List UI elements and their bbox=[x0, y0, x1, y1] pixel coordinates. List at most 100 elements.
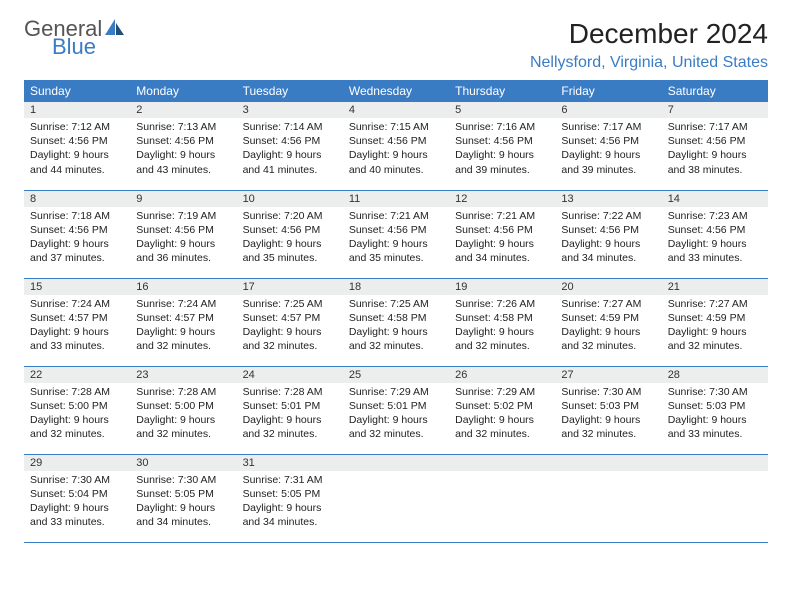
calendar-day-cell: 15 Sunrise: 7:24 AMSunset: 4:57 PMDayligh… bbox=[24, 278, 130, 366]
sunrise-text: Sunrise: 7:23 AM bbox=[668, 209, 762, 223]
sunrise-text: Sunrise: 7:30 AM bbox=[30, 473, 124, 487]
sunset-text: Sunset: 4:56 PM bbox=[668, 134, 762, 148]
sunrise-text: Sunrise: 7:13 AM bbox=[136, 120, 230, 134]
sunrise-text: Sunrise: 7:30 AM bbox=[561, 385, 655, 399]
day-number: 13 bbox=[555, 191, 661, 207]
sunrise-text: Sunrise: 7:16 AM bbox=[455, 120, 549, 134]
calendar-day-cell bbox=[555, 454, 661, 542]
day-body: Sunrise: 7:15 AMSunset: 4:56 PMDaylight:… bbox=[343, 118, 449, 181]
day-body: Sunrise: 7:28 AMSunset: 5:00 PMDaylight:… bbox=[24, 383, 130, 446]
day-body: Sunrise: 7:31 AMSunset: 5:05 PMDaylight:… bbox=[237, 471, 343, 534]
sunrise-text: Sunrise: 7:19 AM bbox=[136, 209, 230, 223]
calendar-day-cell: 2Sunrise: 7:13 AMSunset: 4:56 PMDaylight… bbox=[130, 102, 236, 190]
day-number: 25 bbox=[343, 367, 449, 383]
weekday-header: Sunday bbox=[24, 80, 130, 102]
day-number: 10 bbox=[237, 191, 343, 207]
day-body: Sunrise: 7:16 AMSunset: 4:56 PMDaylight:… bbox=[449, 118, 555, 181]
calendar-day-cell: 25Sunrise: 7:29 AMSunset: 5:01 PMDayligh… bbox=[343, 366, 449, 454]
weekday-header: Wednesday bbox=[343, 80, 449, 102]
month-title: December 2024 bbox=[530, 18, 768, 50]
calendar-day-cell: 14Sunrise: 7:23 AMSunset: 4:56 PMDayligh… bbox=[662, 190, 768, 278]
daylight-text: Daylight: 9 hours and 41 minutes. bbox=[243, 148, 337, 176]
day-body: Sunrise: 7:22 AMSunset: 4:56 PMDaylight:… bbox=[555, 207, 661, 270]
calendar-day-cell: 11Sunrise: 7:21 AMSunset: 4:56 PMDayligh… bbox=[343, 190, 449, 278]
day-number: 4 bbox=[343, 102, 449, 118]
calendar-day-cell bbox=[449, 454, 555, 542]
daylight-text: Daylight: 9 hours and 44 minutes. bbox=[30, 148, 124, 176]
daylight-text: Daylight: 9 hours and 34 minutes. bbox=[455, 237, 549, 265]
daylight-text: Daylight: 9 hours and 32 minutes. bbox=[136, 413, 230, 441]
sunrise-text: Sunrise: 7:28 AM bbox=[30, 385, 124, 399]
sunset-text: Sunset: 5:03 PM bbox=[668, 399, 762, 413]
calendar-day-cell: 19Sunrise: 7:26 AMSunset: 4:58 PMDayligh… bbox=[449, 278, 555, 366]
sunrise-text: Sunrise: 7:15 AM bbox=[349, 120, 443, 134]
calendar-day-cell: 31Sunrise: 7:31 AMSunset: 5:05 PMDayligh… bbox=[237, 454, 343, 542]
sunrise-text: Sunrise: 7:25 AM bbox=[243, 297, 337, 311]
calendar-day-cell: 8Sunrise: 7:18 AMSunset: 4:56 PMDaylight… bbox=[24, 190, 130, 278]
day-number: 30 bbox=[130, 455, 236, 471]
calendar-day-cell: 4Sunrise: 7:15 AMSunset: 4:56 PMDaylight… bbox=[343, 102, 449, 190]
daylight-text: Daylight: 9 hours and 33 minutes. bbox=[30, 325, 124, 353]
location-text: Nellysford, Virginia, United States bbox=[530, 54, 768, 72]
sunrise-text: Sunrise: 7:22 AM bbox=[561, 209, 655, 223]
sunrise-text: Sunrise: 7:30 AM bbox=[136, 473, 230, 487]
day-number: 15 bbox=[24, 279, 130, 295]
sunrise-text: Sunrise: 7:18 AM bbox=[30, 209, 124, 223]
day-number: 2 bbox=[130, 102, 236, 118]
day-number: 27 bbox=[555, 367, 661, 383]
calendar-day-cell: 9Sunrise: 7:19 AMSunset: 4:56 PMDaylight… bbox=[130, 190, 236, 278]
daylight-text: Daylight: 9 hours and 35 minutes. bbox=[243, 237, 337, 265]
sunset-text: Sunset: 4:59 PM bbox=[561, 311, 655, 325]
sunrise-text: Sunrise: 7:24 AM bbox=[30, 297, 124, 311]
day-body: Sunrise: 7:13 AMSunset: 4:56 PMDaylight:… bbox=[130, 118, 236, 181]
calendar-day-cell bbox=[662, 454, 768, 542]
day-number: 29 bbox=[24, 455, 130, 471]
calendar-week-row: 1Sunrise: 7:12 AMSunset: 4:56 PMDaylight… bbox=[24, 102, 768, 190]
day-number: 1 bbox=[24, 102, 130, 118]
weekday-header: Monday bbox=[130, 80, 236, 102]
sunset-text: Sunset: 4:56 PM bbox=[30, 223, 124, 237]
sunrise-text: Sunrise: 7:31 AM bbox=[243, 473, 337, 487]
day-number: 9 bbox=[130, 191, 236, 207]
sunset-text: Sunset: 4:56 PM bbox=[455, 223, 549, 237]
day-body: Sunrise: 7:24 AMSunset: 4:57 PMDaylight:… bbox=[130, 295, 236, 358]
day-body bbox=[343, 471, 449, 531]
day-body: Sunrise: 7:27 AMSunset: 4:59 PMDaylight:… bbox=[555, 295, 661, 358]
sunset-text: Sunset: 4:57 PM bbox=[30, 311, 124, 325]
sunset-text: Sunset: 4:56 PM bbox=[349, 134, 443, 148]
calendar-body: 1Sunrise: 7:12 AMSunset: 4:56 PMDaylight… bbox=[24, 102, 768, 542]
calendar-day-cell: 26Sunrise: 7:29 AMSunset: 5:02 PMDayligh… bbox=[449, 366, 555, 454]
day-body: Sunrise: 7:18 AMSunset: 4:56 PMDaylight:… bbox=[24, 207, 130, 270]
day-number bbox=[343, 455, 449, 471]
day-number bbox=[662, 455, 768, 471]
day-body: Sunrise: 7:26 AMSunset: 4:58 PMDaylight:… bbox=[449, 295, 555, 358]
daylight-text: Daylight: 9 hours and 38 minutes. bbox=[668, 148, 762, 176]
calendar-day-cell: 7Sunrise: 7:17 AMSunset: 4:56 PMDaylight… bbox=[662, 102, 768, 190]
daylight-text: Daylight: 9 hours and 40 minutes. bbox=[349, 148, 443, 176]
day-body bbox=[662, 471, 768, 531]
calendar-week-row: 29Sunrise: 7:30 AMSunset: 5:04 PMDayligh… bbox=[24, 454, 768, 542]
sunset-text: Sunset: 4:56 PM bbox=[455, 134, 549, 148]
daylight-text: Daylight: 9 hours and 32 minutes. bbox=[561, 413, 655, 441]
sunrise-text: Sunrise: 7:14 AM bbox=[243, 120, 337, 134]
calendar-day-cell: 18Sunrise: 7:25 AMSunset: 4:58 PMDayligh… bbox=[343, 278, 449, 366]
daylight-text: Daylight: 9 hours and 35 minutes. bbox=[349, 237, 443, 265]
sunset-text: Sunset: 5:00 PM bbox=[30, 399, 124, 413]
day-number: 22 bbox=[24, 367, 130, 383]
calendar-day-cell: 21Sunrise: 7:27 AMSunset: 4:59 PMDayligh… bbox=[662, 278, 768, 366]
logo: General Blue bbox=[24, 18, 126, 58]
weekday-header: Friday bbox=[555, 80, 661, 102]
day-number: 8 bbox=[24, 191, 130, 207]
day-number: 24 bbox=[237, 367, 343, 383]
sunrise-text: Sunrise: 7:27 AM bbox=[561, 297, 655, 311]
sunset-text: Sunset: 4:58 PM bbox=[349, 311, 443, 325]
daylight-text: Daylight: 9 hours and 32 minutes. bbox=[243, 413, 337, 441]
daylight-text: Daylight: 9 hours and 43 minutes. bbox=[136, 148, 230, 176]
day-number: 17 bbox=[237, 279, 343, 295]
daylight-text: Daylight: 9 hours and 33 minutes. bbox=[668, 237, 762, 265]
sunset-text: Sunset: 5:04 PM bbox=[30, 487, 124, 501]
calendar-day-cell: 12Sunrise: 7:21 AMSunset: 4:56 PMDayligh… bbox=[449, 190, 555, 278]
sunset-text: Sunset: 5:03 PM bbox=[561, 399, 655, 413]
sunset-text: Sunset: 5:01 PM bbox=[243, 399, 337, 413]
day-number: 3 bbox=[237, 102, 343, 118]
